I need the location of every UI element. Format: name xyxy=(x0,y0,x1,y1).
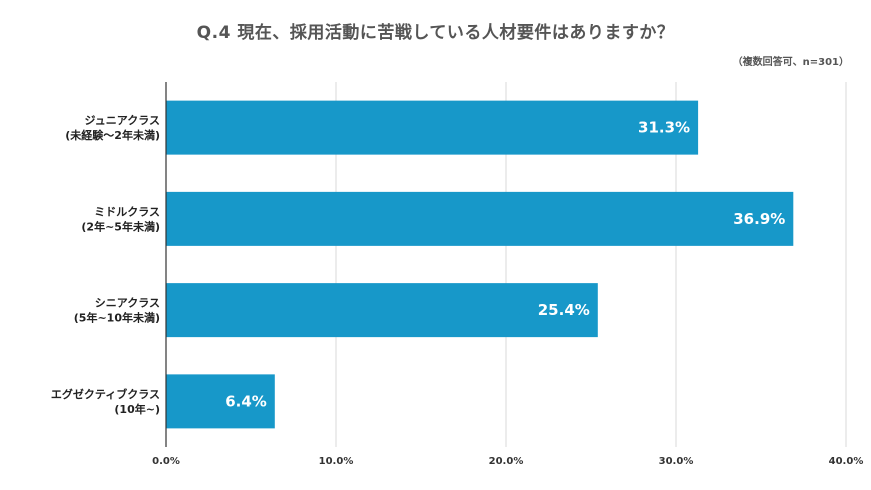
category-label-3-1: (10年~) xyxy=(114,402,160,416)
category-label-1-0: ミドルクラス xyxy=(94,205,160,218)
value-label-2: 25.4% xyxy=(538,301,590,319)
x-tick-label-4: 40.0% xyxy=(829,456,864,467)
bar-2 xyxy=(166,283,598,338)
category-label-2-0: シニアクラス xyxy=(95,297,160,310)
value-label-1: 36.9% xyxy=(733,210,785,228)
x-tick-label-2: 20.0% xyxy=(489,456,524,467)
chart-subtitle: （複数回答可、n=301） xyxy=(732,57,849,68)
category-label-2-1: (5年~10年未満) xyxy=(74,311,160,325)
bar-3 xyxy=(166,374,275,429)
value-label-3: 6.4% xyxy=(225,392,267,410)
category-label-1-1: (2年~5年未満) xyxy=(81,219,160,233)
category-label-3-0: エグゼクティブクラス xyxy=(51,387,160,401)
x-tick-label-1: 10.0% xyxy=(319,456,354,467)
value-label-0: 31.3% xyxy=(638,119,690,137)
bar-1 xyxy=(166,191,794,246)
chart-title: Q.4 現在、採用活動に苦戦している人材要件はありますか？ xyxy=(196,23,675,43)
category-label-0-0: ジュニアクラス xyxy=(85,114,160,127)
bar-0 xyxy=(166,100,699,155)
x-tick-label-3: 30.0% xyxy=(659,456,694,467)
x-tick-label-0: 0.0% xyxy=(152,456,180,467)
category-label-0-1: (未経験～2年未満) xyxy=(65,128,160,142)
